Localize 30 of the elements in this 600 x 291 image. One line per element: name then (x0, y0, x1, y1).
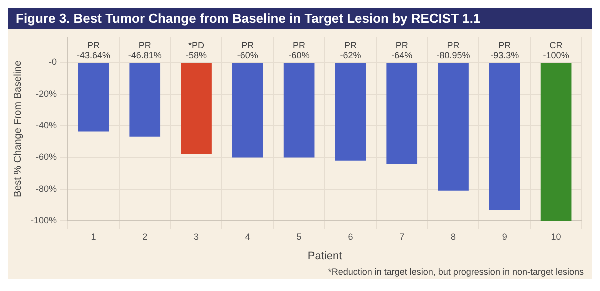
data-label: PR -60% (288, 40, 310, 61)
x-tick-label: 7 (400, 232, 405, 242)
chart-title: Figure 3. Best Tumor Change from Baseline in Target Lesion by RECIST 1.1 (8, 8, 592, 29)
data-label: PR -62% (340, 40, 362, 61)
y-tick-label: -20% (36, 88, 58, 99)
x-tick-label: 5 (296, 232, 302, 242)
x-tick-label: 4 (245, 232, 250, 242)
x-tick-label: 9 (502, 232, 508, 242)
data-label: PR -93.3% (490, 40, 520, 61)
x-tick-label: 3 (194, 232, 200, 242)
data-label: PR -43.64% (76, 40, 110, 61)
data-label: *PD -58% (186, 40, 208, 61)
data-label: PR -80.95% (436, 40, 470, 61)
y-axis-title: Best % Change From Baseline (12, 60, 24, 198)
text: *Reduction in target lesion, but progression in non-target lesions (327, 267, 585, 279)
data-label: CR -100% (543, 40, 570, 61)
x-tick-label: 2 (142, 232, 148, 242)
x-axis-title: Patient (308, 250, 342, 262)
x-tick-label: 6 (348, 232, 354, 242)
data-label: PR -46.81% (128, 40, 162, 61)
x-tick-label: 8 (450, 232, 456, 242)
x-tick-label: 10 (551, 232, 562, 242)
data-label: PR -60% (237, 40, 258, 61)
y-tick-label: -0 (49, 57, 58, 68)
y-tick-label: -40% (36, 120, 58, 131)
y-tick-label: -100% (31, 215, 58, 226)
data-label: PR -64% (392, 40, 413, 61)
y-tick-label: -80% (36, 184, 58, 194)
y-tick-label: -60% (36, 152, 58, 162)
x-tick-label: 1 (91, 232, 96, 242)
